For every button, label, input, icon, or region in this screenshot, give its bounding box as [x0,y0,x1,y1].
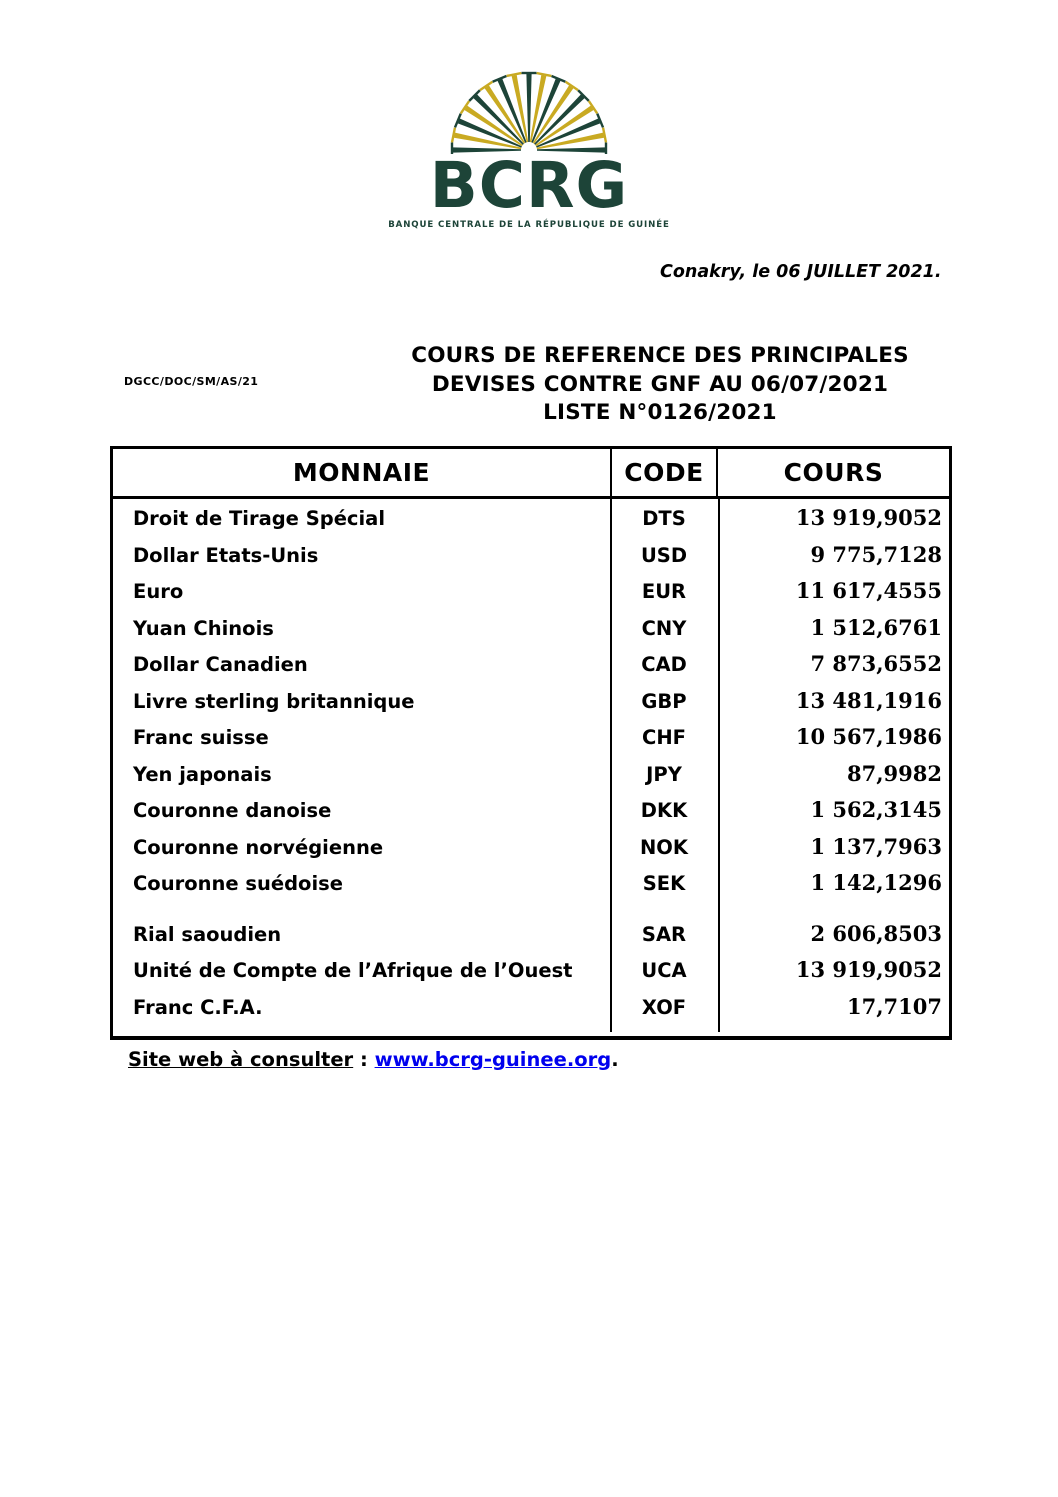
table-row: Franc suisse CHF 10 567,1986 [113,724,949,761]
page-title-line-2: DEVISES CONTRE GNF AU 06/07/2021 [431,371,889,397]
cell-exchange-rate: 87,9982 [847,760,942,786]
website-label: Site web à consulter [128,1048,354,1071]
table-row: Euro EUR 11 617,4555 [113,578,949,615]
website-footer: Site web à consulter : www.bcrg-guinee.o… [128,1048,619,1071]
cell-currency-code: NOK [639,835,688,859]
cell-exchange-rate: 1 142,1296 [810,870,942,895]
table-row: Couronne suédoise SEK 1 142,1296 [113,870,949,907]
cell-exchange-rate: 1 137,7963 [810,833,942,859]
cell-currency-name: Euro [133,580,184,603]
cell-currency-name: Unité de Compte de l’Afrique de l’Ouest [133,959,573,982]
logo-tagline: BANQUE CENTRALE DE LA RÉPUBLIQUE DE GUIN… [388,219,670,230]
cell-currency-name: Dollar Canadien [133,653,308,676]
table-row: Droit de Tirage Spécial DTS 13 919,9052 [113,505,949,542]
column-divider-right [718,499,720,1032]
cell-currency-name: Franc C.F.A. [133,995,263,1019]
cell-currency-code: CHF [642,726,686,749]
cell-currency-name: Yuan Chinois [133,616,274,640]
cell-currency-code: DTS [642,507,686,530]
table-body: Droit de Tirage Spécial DTS 13 919,9052 Dol… [113,499,949,1036]
cell-currency-name: Couronne danoise [133,799,332,822]
logo-wordmark: BCRG [429,149,629,222]
cell-exchange-rate: 11 617,4555 [795,578,942,603]
table-row: Dollar Etats-Unis USD 9 775,7128 [113,542,949,579]
cell-currency-code: JPY [646,762,682,786]
cell-currency-code: USD [640,543,688,567]
cell-currency-name: Droit de Tirage Spécial [133,507,386,530]
table-header-row: MONNAIE CODE COURS [113,449,949,499]
cell-currency-code: XOF [641,995,687,1019]
cell-exchange-rate: 9 775,7128 [810,541,942,567]
table-row: Unité de Compte de l’Afrique de l’Ouest U… [113,957,949,994]
cell-currency-code: CAD [641,653,687,676]
cell-exchange-rate: 1 512,6761 [810,614,942,640]
website-url-link[interactable]: www.bcrg-guinee.org [374,1048,612,1071]
table-row: Yen japonais JPY 87,9982 [113,761,949,798]
cell-currency-name: Yen japonais [133,762,272,786]
cell-exchange-rate: 1 562,3145 [810,797,942,822]
cell-exchange-rate: 10 567,1986 [795,724,942,749]
column-header-monnaie: MONNAIE [292,458,431,487]
table-row: Franc C.F.A. XOF 17,7107 [113,994,949,1031]
cell-exchange-rate: 17,7107 [847,993,942,1019]
table-row: Yuan Chinois CNY 1 512,6761 [113,615,949,652]
column-divider-left [610,499,612,1032]
date-line: Conakry, le 06 JUILLET 2021. [660,262,942,282]
cell-currency-code: SAR [641,922,687,946]
cell-currency-name: Franc suisse [133,726,269,749]
cell-currency-name: Couronne suédoise [133,872,343,895]
cell-currency-name: Livre sterling britannique [133,689,415,713]
cell-exchange-rate: 13 481,1916 [795,687,942,713]
website-separator: : [353,1048,375,1071]
cell-currency-name: Rial saoudien [133,922,282,946]
cell-currency-code: UCA [641,959,687,982]
reference-code: DGCC/DOC/SM/AS/21 [124,375,259,388]
table-row: Couronne norvégienne NOK 1 137,7963 [113,834,949,871]
cell-currency-code: DKK [640,799,688,822]
page-title-line-1: COURS DE REFERENCE DES PRINCIPALES [411,343,909,368]
cell-currency-code: CNY [641,616,687,640]
cell-currency-code: EUR [641,580,687,603]
cell-currency-code: SEK [642,872,686,895]
website-trailing-dot: . [611,1048,619,1071]
page-title: COURS DE REFERENCE DES PRINCIPALES DEVIS… [300,342,1020,428]
cell-currency-code: GBP [641,689,687,713]
cell-currency-name: Couronne norvégienne [133,835,384,859]
table-row: Couronne danoise DKK 1 562,3145 [113,797,949,834]
exchange-rate-table: MONNAIE CODE COURS Droit de Tirage Spéci… [110,446,952,1040]
page-title-line-3: LISTE N°0126/2021 [543,400,777,426]
table-row: Rial saoudien SAR 2 606,8503 [113,921,949,958]
column-header-code: CODE [610,449,718,496]
cell-currency-name: Dollar Etats-Unis [133,543,319,567]
table-row: Dollar Canadien CAD 7 873,6552 [113,651,949,688]
table-row: Livre sterling britannique GBP 13 481,1916 [113,688,949,725]
sunburst-logo-icon [450,71,608,154]
cell-exchange-rate: 7 873,6552 [810,651,942,676]
cell-exchange-rate: 2 606,8503 [810,920,942,946]
bcrg-logo: BCRG BANQUE CENTRALE DE LA RÉPUBLIQUE DE… [0,62,1058,230]
cell-exchange-rate: 13 919,9052 [795,957,942,982]
cell-exchange-rate: 13 919,9052 [795,505,942,530]
column-header-cours: COURS [783,458,884,487]
